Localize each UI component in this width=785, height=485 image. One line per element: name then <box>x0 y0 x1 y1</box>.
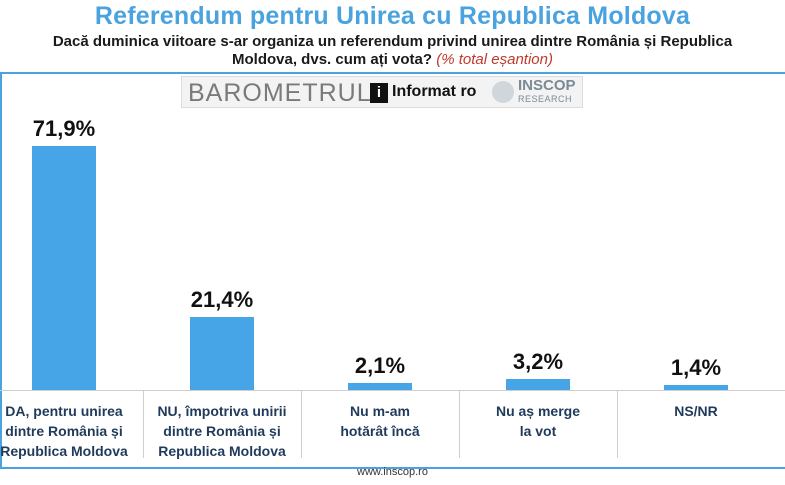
category-label-2: NU, împotriva unirii dintre România și R… <box>157 403 287 459</box>
category-label-4: Nu aș merge la vot <box>495 403 581 439</box>
value-label-2: 21,4% <box>190 287 254 312</box>
frame-bottom-border <box>0 467 785 469</box>
value-label-4: 3,2% <box>512 349 564 374</box>
barometer-banner: BAROMETRUL i Informat ro INSCOP RESEARCH <box>181 76 583 108</box>
category-separator-3 <box>459 390 460 458</box>
chart-title: Referendum pentru Unirea cu Republica Mo… <box>94 2 691 30</box>
barometer-label: BAROMETRUL <box>188 79 372 107</box>
informat-logo-text: Informat ro <box>392 83 477 100</box>
inscop-logo-subtext: RESEARCH <box>518 94 573 104</box>
value-label-1: 71,9% <box>32 116 96 141</box>
category-label-5: NS/NR <box>674 403 718 419</box>
value-label-5: 1,4% <box>670 355 722 380</box>
footer-url: www.inscop.ro <box>357 466 428 478</box>
header-rule <box>0 72 785 74</box>
bar-2 <box>190 317 254 390</box>
bar-3 <box>348 383 412 390</box>
bar-4 <box>506 379 570 390</box>
inscop-logo-icon <box>492 81 514 103</box>
inscop-logo-text: INSCOP <box>518 77 576 94</box>
value-label-3: 2,1% <box>354 353 406 378</box>
survey-question: Dacă duminica viitoare s-ar organiza un … <box>20 33 765 69</box>
category-separator-4 <box>617 390 618 458</box>
category-separator-2 <box>301 390 302 458</box>
category-label-3: Nu m-am hotărât încă <box>340 403 420 439</box>
category-separator-1 <box>143 390 144 458</box>
question-text: Dacă duminica viitoare s-ar organiza un … <box>52 33 733 68</box>
x-axis-line <box>0 390 785 391</box>
bar-5 <box>664 385 728 390</box>
bar-1 <box>32 146 96 390</box>
info-i-icon: i <box>370 83 388 103</box>
frame-left-border <box>0 74 2 469</box>
sample-note: (% total eșantion) <box>436 51 553 68</box>
category-label-1: DA, pentru unirea dintre România și Repu… <box>0 403 128 459</box>
